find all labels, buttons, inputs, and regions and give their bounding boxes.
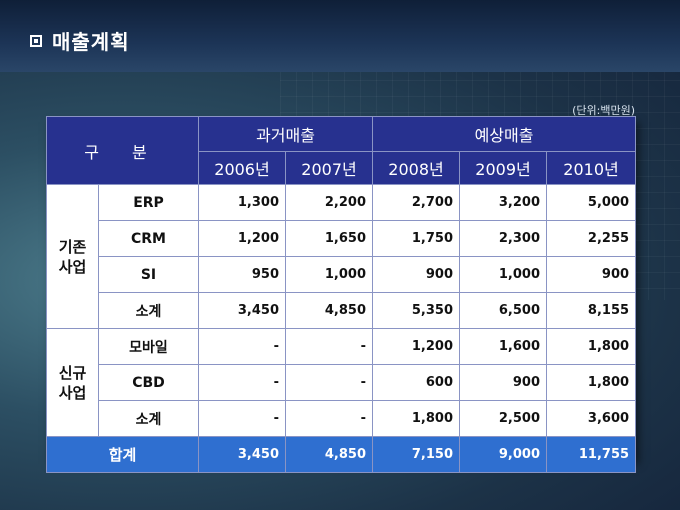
cell-value: -: [284, 364, 374, 401]
header-row-groups: 구 분 과거매출 예상매출: [46, 116, 637, 185]
cell-value: 2,300: [459, 220, 548, 257]
title-row: 매출계획: [30, 26, 130, 55]
table-row: 기존 사업 ERP 1,300 2,200 2,700 3,200 5,000: [46, 184, 637, 329]
sales-plan-table: 구 분 과거매출 예상매출 2006년 2007년 2008년 2009년 20…: [46, 116, 637, 473]
header-year: 2008년: [372, 151, 461, 185]
cell-value: 2,500: [459, 400, 548, 437]
cell-value: 3,450: [198, 292, 286, 329]
header-year: 2009년: [459, 151, 548, 185]
row-item-label: 소계: [98, 400, 199, 437]
slide-title: 매출계획: [52, 30, 130, 54]
title-bar: 매출계획: [0, 0, 680, 72]
total-value: 9,000: [459, 436, 548, 473]
table-row: 신규 사업 모바일 - - 1,200 1,600 1,800: [46, 328, 637, 437]
cell-value: -: [198, 400, 286, 437]
cell-value: 3,200: [459, 184, 548, 221]
cell-value: 900: [459, 364, 548, 401]
cell-value: -: [284, 328, 374, 365]
total-label: 합계: [46, 436, 199, 473]
cell-value: 1,300: [198, 184, 286, 221]
section-label-line: 기존: [58, 237, 87, 256]
header-row-years: 2006년 2007년 2008년 2009년 2010년: [47, 151, 637, 185]
cell-value: 5,350: [372, 292, 461, 329]
cell-value: 1,800: [372, 400, 461, 437]
cell-value: 950: [198, 256, 286, 293]
header-gubun: 구 분: [46, 116, 199, 185]
row-item-label: 모바일: [98, 328, 199, 365]
cell-value: 2,200: [284, 184, 374, 221]
cell-value: 6,500: [459, 292, 548, 329]
cell-value: 8,155: [546, 292, 637, 329]
total-value: 7,150: [372, 436, 461, 473]
section-label-line: 사업: [58, 257, 87, 276]
header-year: 2007년: [284, 151, 374, 185]
header-forecast-sales: 예상매출: [372, 116, 637, 152]
section-label-new: 신규 사업: [46, 328, 99, 437]
section-label-line: 사업: [58, 383, 87, 402]
cell-value: 900: [546, 256, 637, 293]
header-past-sales: 과거매출: [197, 116, 374, 152]
table-row: CBD - - 600 900 1,800: [47, 364, 637, 401]
cell-value: 3,600: [546, 400, 637, 437]
cell-value: 1,800: [546, 364, 637, 401]
cell-value: 1,000: [284, 256, 374, 293]
cell-value: -: [284, 400, 374, 437]
cell-value: 1,200: [198, 220, 286, 257]
cell-value: 900: [372, 256, 461, 293]
section-label-existing: 기존 사업: [46, 184, 99, 329]
cell-value: 1,800: [546, 328, 637, 365]
cell-value: 1,200: [372, 328, 461, 365]
header-year: 2006년: [198, 151, 286, 185]
row-item-label: ERP: [98, 184, 199, 221]
cell-value: 5,000: [546, 184, 637, 221]
total-value: 3,450: [198, 436, 286, 473]
unit-label: (단위:백만원): [572, 104, 635, 117]
cell-value: 1,650: [284, 220, 374, 257]
section-label-line: 신규: [58, 363, 87, 382]
table-row: CRM 1,200 1,650 1,750 2,300 2,255: [47, 220, 637, 257]
total-value: 4,850: [284, 436, 374, 473]
cell-value: -: [198, 364, 286, 401]
cell-value: 1,750: [372, 220, 461, 257]
header-year: 2010년: [546, 151, 637, 185]
cell-value: 600: [372, 364, 461, 401]
cell-value: 1,600: [459, 328, 548, 365]
row-item-label: 소계: [98, 292, 199, 329]
cell-value: 2,700: [372, 184, 461, 221]
row-item-label: CRM: [98, 220, 199, 257]
total-row: 합계 3,450 4,850 7,150 9,000 11,755: [46, 436, 637, 473]
table-row: 소계 - - 1,800 2,500 3,600: [47, 400, 637, 437]
total-value: 11,755: [546, 436, 637, 473]
table-row: 소계 3,450 4,850 5,350 6,500 8,155: [47, 292, 637, 329]
row-item-label: SI: [98, 256, 199, 293]
cell-value: -: [198, 328, 286, 365]
sales-plan-table-wrapper: 구 분 과거매출 예상매출 2006년 2007년 2008년 2009년 20…: [46, 116, 637, 473]
cell-value: 4,850: [284, 292, 374, 329]
cell-value: 2,255: [546, 220, 637, 257]
table-row: SI 950 1,000 900 1,000 900: [47, 256, 637, 293]
square-bullet-icon: [30, 34, 42, 47]
cell-value: 1,000: [459, 256, 548, 293]
row-item-label: CBD: [98, 364, 199, 401]
